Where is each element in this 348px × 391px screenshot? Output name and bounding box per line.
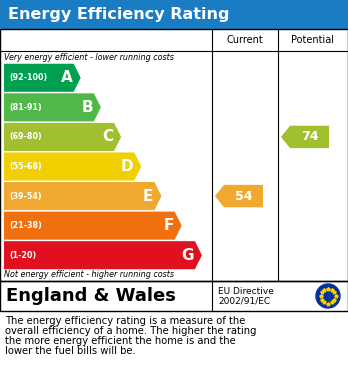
Text: Potential: Potential [292, 35, 334, 45]
Polygon shape [4, 123, 121, 151]
Text: (92-100): (92-100) [9, 73, 47, 82]
Text: 2002/91/EC: 2002/91/EC [218, 296, 270, 305]
Bar [0, 0, 348, 29]
Text: B: B [81, 100, 93, 115]
Text: England & Wales: England & Wales [6, 287, 176, 305]
Text: D: D [121, 159, 133, 174]
Polygon shape [4, 64, 81, 92]
Polygon shape [4, 212, 182, 240]
Polygon shape [4, 241, 202, 269]
Polygon shape [215, 185, 263, 207]
Bar [0, 29, 348, 281]
Text: F: F [163, 218, 174, 233]
Text: lower the fuel bills will be.: lower the fuel bills will be. [5, 346, 136, 356]
Text: A: A [61, 70, 73, 85]
Polygon shape [4, 152, 141, 181]
Text: Energy Efficiency Rating: Energy Efficiency Rating [8, 7, 229, 22]
Text: (39-54): (39-54) [9, 192, 42, 201]
Text: G: G [181, 248, 194, 263]
Text: overall efficiency of a home. The higher the rating: overall efficiency of a home. The higher… [5, 326, 256, 336]
Polygon shape [4, 93, 101, 121]
Text: 54: 54 [235, 190, 252, 203]
Text: (21-38): (21-38) [9, 221, 42, 230]
Text: 74: 74 [301, 131, 318, 143]
Text: Current: Current [227, 35, 263, 45]
Text: Not energy efficient - higher running costs: Not energy efficient - higher running co… [4, 270, 174, 279]
Text: Very energy efficient - lower running costs: Very energy efficient - lower running co… [4, 53, 174, 62]
Text: (81-91): (81-91) [9, 103, 42, 112]
Text: The energy efficiency rating is a measure of the: The energy efficiency rating is a measur… [5, 316, 245, 326]
Polygon shape [4, 182, 161, 210]
Text: the more energy efficient the home is and the: the more energy efficient the home is an… [5, 336, 236, 346]
Polygon shape [281, 126, 329, 148]
Text: C: C [102, 129, 113, 144]
Text: (1-20): (1-20) [9, 251, 36, 260]
Text: (69-80): (69-80) [9, 133, 42, 142]
Circle shape [316, 284, 340, 308]
Text: EU Directive: EU Directive [218, 287, 274, 296]
Text: (55-68): (55-68) [9, 162, 42, 171]
Text: E: E [143, 188, 153, 204]
Bar [0, 281, 348, 311]
